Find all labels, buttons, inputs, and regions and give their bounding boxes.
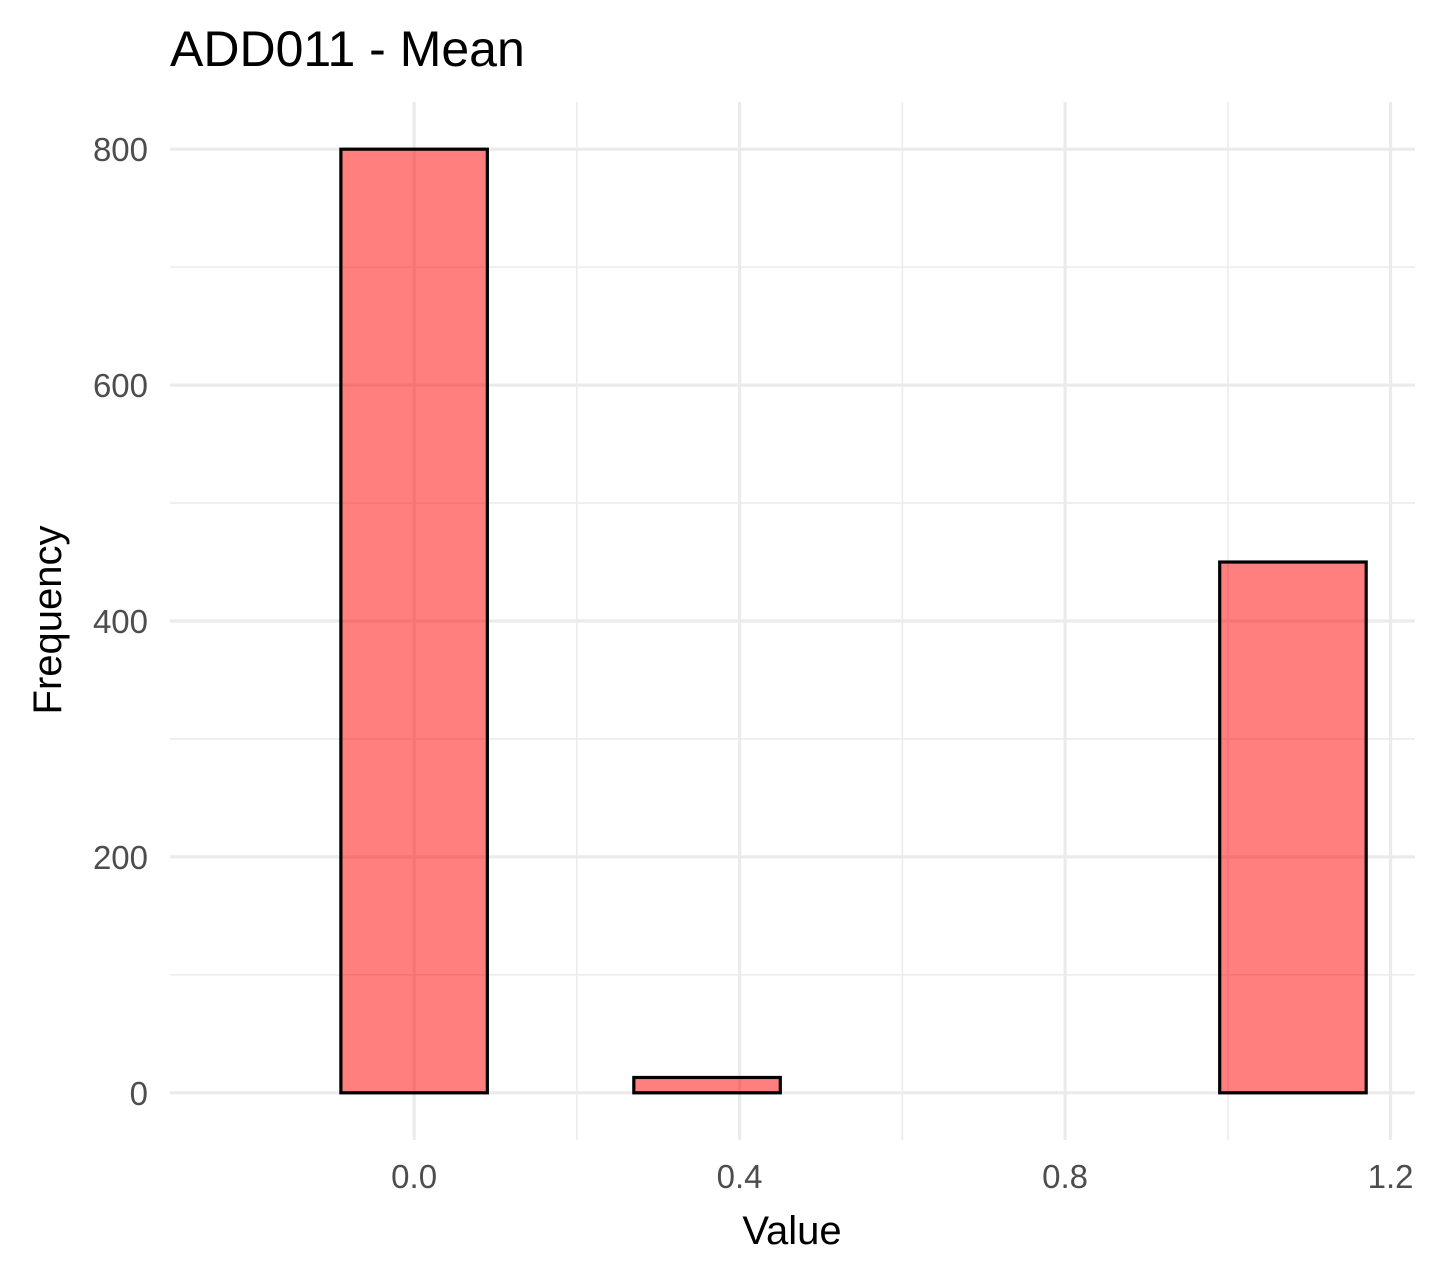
x-tick-label: 0.8	[1042, 1158, 1088, 1195]
x-tick-label: 1.2	[1368, 1158, 1414, 1195]
y-axis-title: Frequency	[26, 526, 70, 715]
chart-title: ADD011 - Mean	[170, 21, 525, 77]
histogram-bar-6	[1218, 560, 1368, 1095]
x-axis-title: Value	[742, 1209, 841, 1253]
x-tick-label: 0.4	[717, 1158, 763, 1195]
histogram-bar-0	[339, 147, 489, 1095]
y-axis-tick-labels: 0 200 400 600 800	[93, 131, 148, 1112]
y-tick-label: 800	[93, 131, 148, 168]
histogram-bar-2	[632, 1075, 782, 1095]
x-axis-tick-labels: 0.0 0.4 0.8 1.2	[391, 1158, 1413, 1195]
y-tick-label: 200	[93, 839, 148, 876]
y-tick-label: 600	[93, 367, 148, 404]
y-tick-label: 0	[130, 1075, 148, 1112]
histogram-bars	[339, 147, 1368, 1095]
x-tick-label: 0.0	[391, 1158, 437, 1195]
y-tick-label: 400	[93, 603, 148, 640]
